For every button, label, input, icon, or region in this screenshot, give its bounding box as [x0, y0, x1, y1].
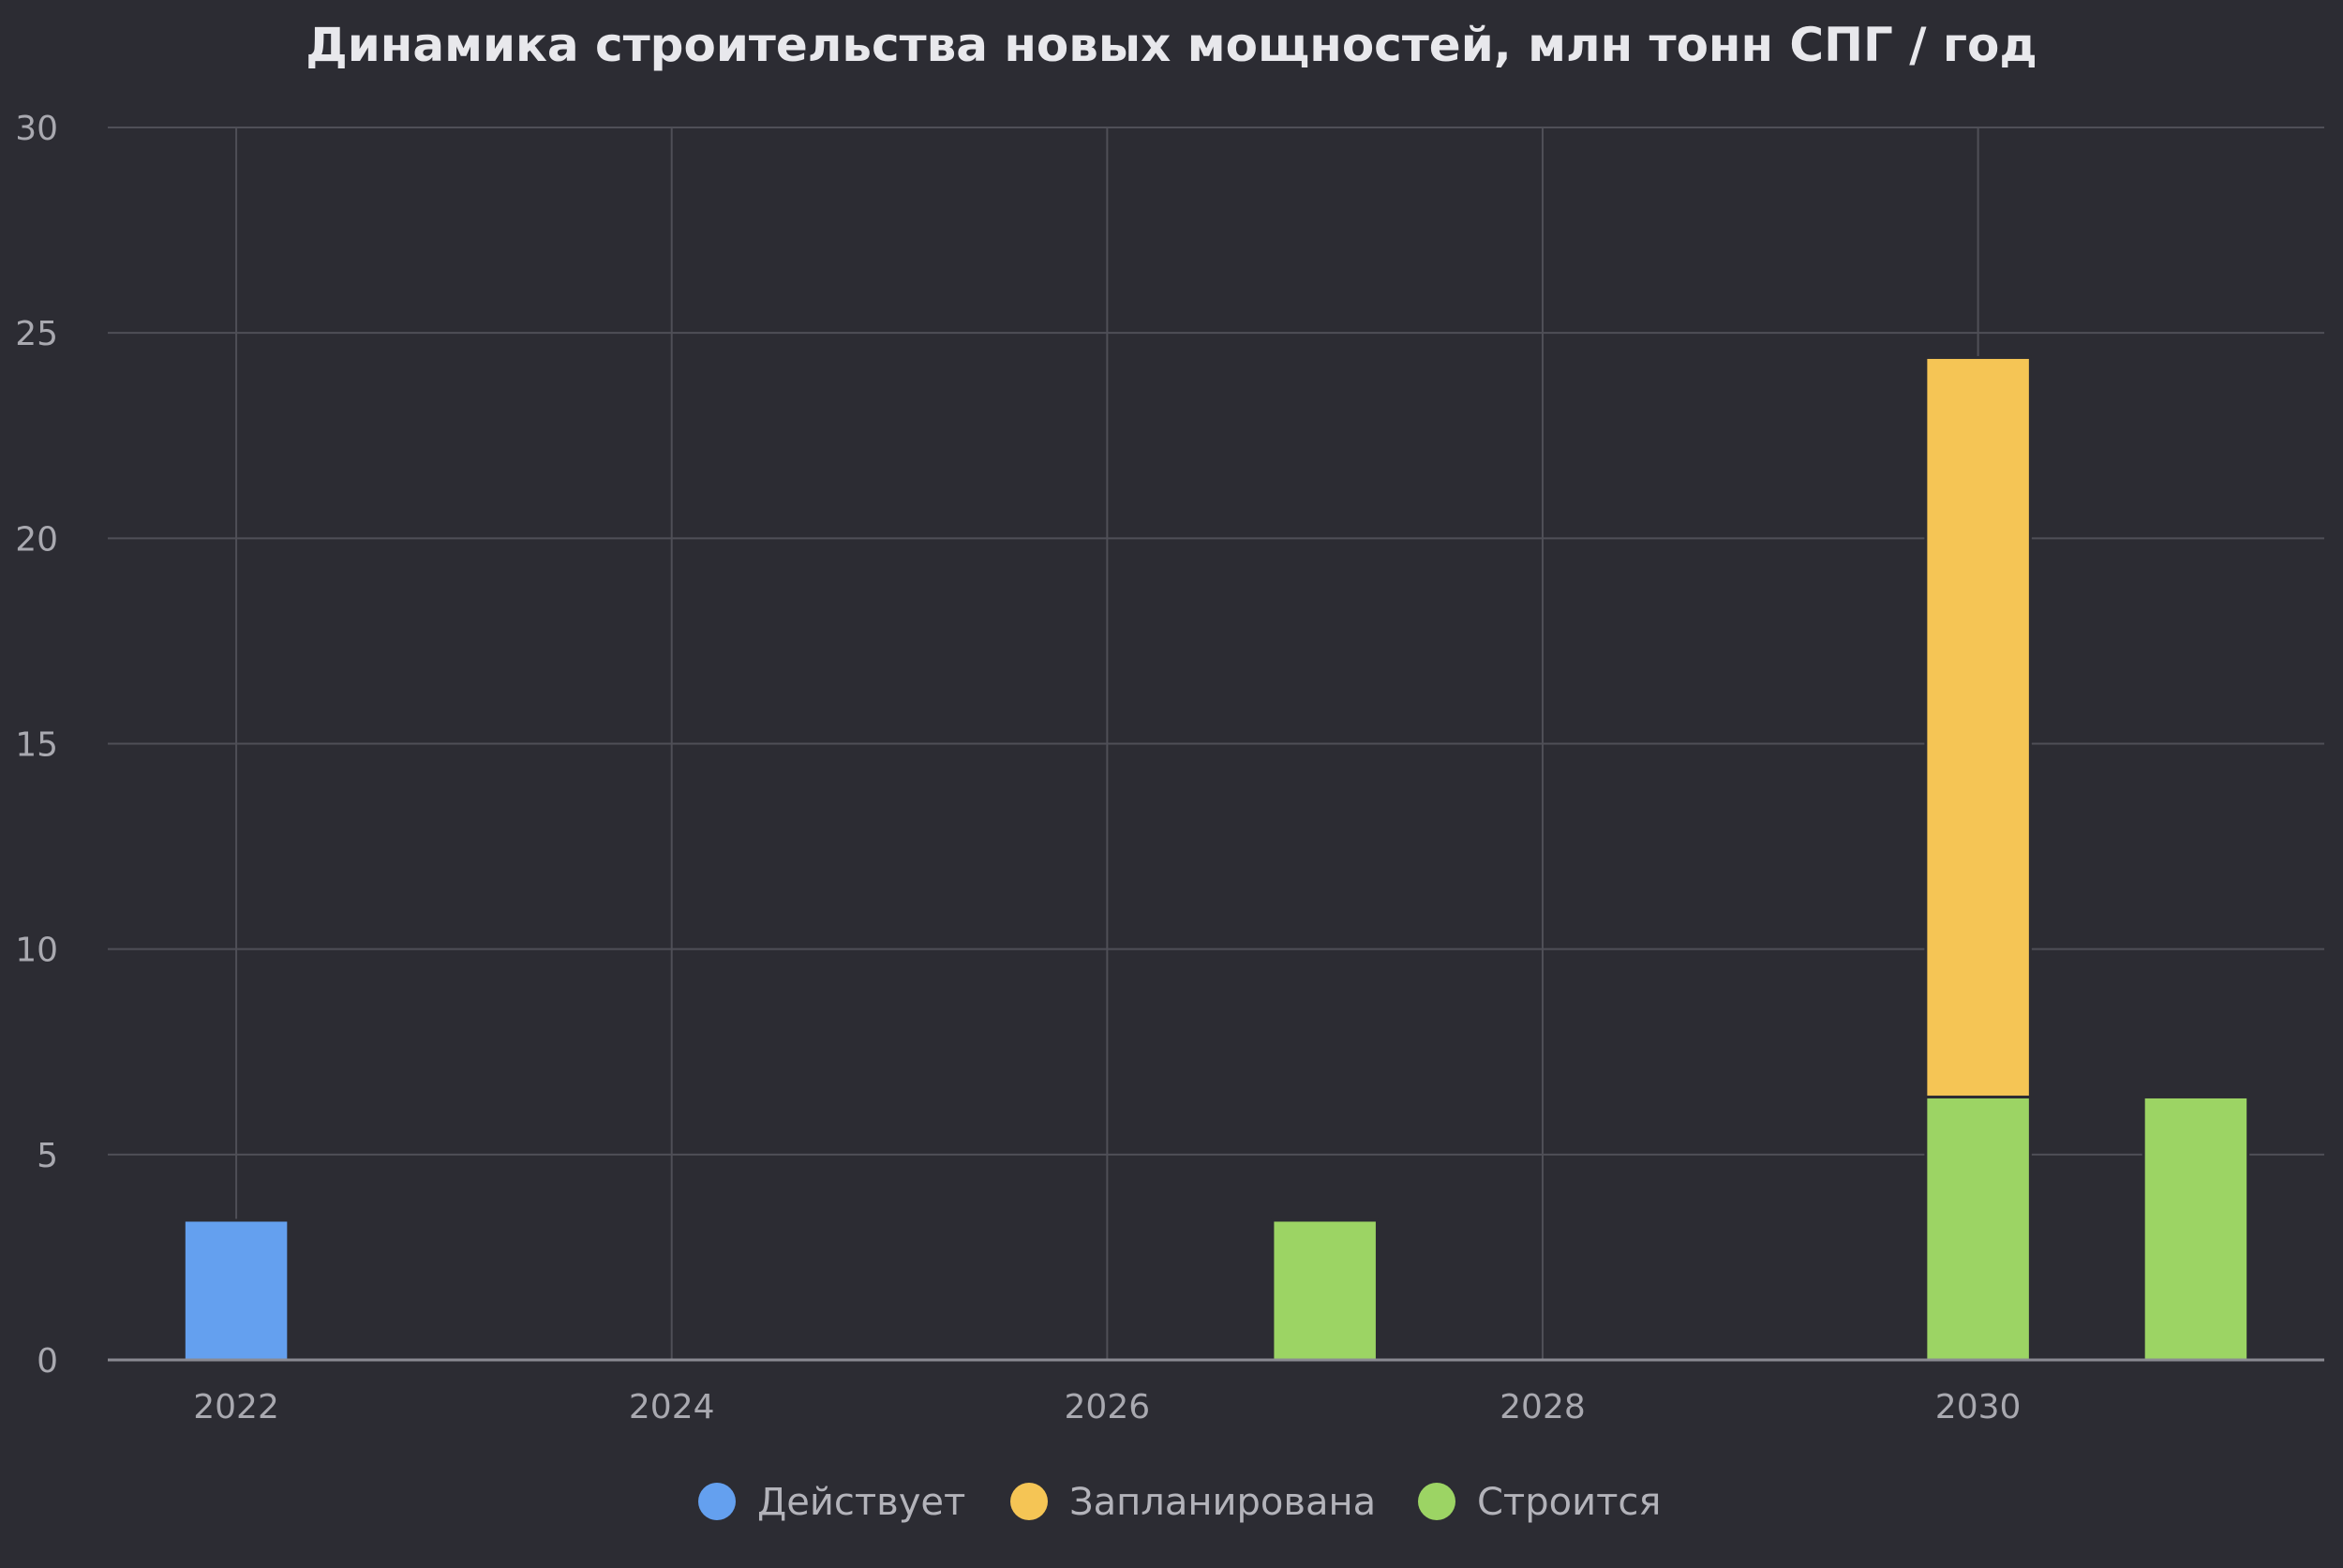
- legend-label: Действует: [757, 1481, 965, 1524]
- bar-2022[interactable]: [182, 1218, 291, 1362]
- x-axis-tick-labels: 2022 2024 2026 2028 2030: [193, 1388, 2021, 1426]
- chart-title: Динамика строительства новых мощностей, …: [306, 18, 2037, 72]
- y-axis-tick-labels: 0 5 10 15 20 25 30: [15, 110, 58, 1381]
- legend-marker: [698, 1483, 736, 1520]
- legend-marker: [1418, 1483, 1455, 1520]
- bar-series: [182, 355, 2250, 1362]
- bar-2030[interactable]: [1924, 355, 2032, 1098]
- legend-label: Строится: [1477, 1481, 1661, 1524]
- legend-label: Запланирована: [1069, 1481, 1376, 1524]
- y-tick-label: 25: [15, 315, 58, 353]
- bar-2027[interactable]: [1271, 1218, 1379, 1362]
- y-tick-label: 20: [15, 520, 58, 559]
- bar-2030[interactable]: [1924, 1095, 2032, 1362]
- x-tick-label: 2030: [1935, 1388, 2022, 1426]
- legend-item[interactable]: Запланирована: [1010, 1481, 1376, 1524]
- legend-item[interactable]: Строится: [1418, 1481, 1661, 1524]
- legend-item[interactable]: Действует: [698, 1481, 965, 1524]
- legend[interactable]: Действует Запланирована Строится: [698, 1481, 1661, 1524]
- y-tick-label: 10: [15, 932, 58, 970]
- y-tick-label: 5: [37, 1137, 58, 1175]
- y-tick-label: 0: [37, 1342, 58, 1381]
- bar-2031[interactable]: [2142, 1095, 2250, 1362]
- x-tick-label: 2024: [629, 1388, 715, 1426]
- y-tick-label: 30: [15, 110, 58, 148]
- y-tick-label: 15: [15, 726, 58, 765]
- x-tick-label: 2028: [1500, 1388, 1586, 1426]
- x-tick-label: 2022: [193, 1388, 279, 1426]
- x-tick-label: 2026: [1065, 1388, 1151, 1426]
- legend-marker: [1010, 1483, 1048, 1520]
